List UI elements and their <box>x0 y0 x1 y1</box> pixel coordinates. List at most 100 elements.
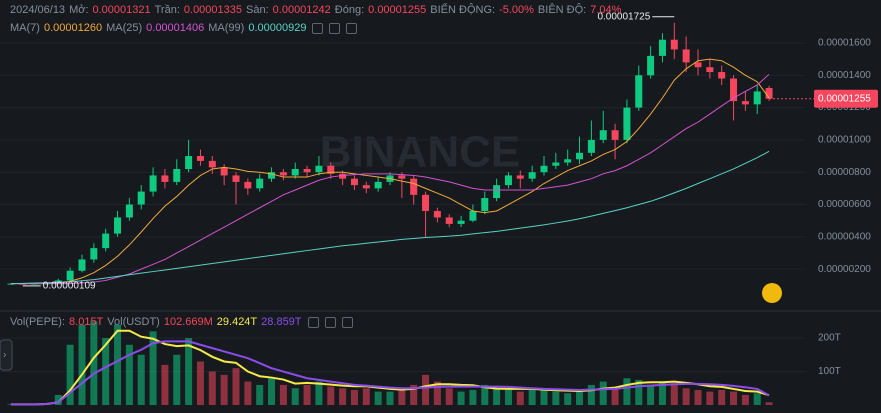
candle-body <box>149 175 157 192</box>
ma-line <box>10 150 770 285</box>
candle-body <box>125 204 133 218</box>
candle-body <box>469 210 477 221</box>
volume-bar <box>398 388 406 405</box>
candle-body <box>682 49 690 63</box>
y-tick-label: 0.00001200 <box>818 102 871 113</box>
volume-bar <box>374 391 382 405</box>
volume-bar <box>670 383 678 405</box>
volume-bar <box>587 384 595 405</box>
legend-icon[interactable] <box>341 316 353 328</box>
expand-button[interactable] <box>0 339 13 371</box>
candle-body <box>611 130 619 140</box>
volume-bar <box>765 402 773 405</box>
volume-bar <box>528 388 536 405</box>
volume-bar <box>635 379 643 405</box>
volume-bar <box>422 374 430 405</box>
candle-body <box>279 172 287 176</box>
header-value: 0.00001321 <box>92 4 151 16</box>
volume-bar <box>682 388 690 405</box>
volume-bar <box>564 393 572 405</box>
legend-icon[interactable] <box>346 22 358 34</box>
volume-bar <box>706 391 714 405</box>
header-label: Sàn: <box>246 4 269 16</box>
high-label: 0.00001725 <box>597 11 650 22</box>
volume-bar <box>327 386 335 405</box>
candle-body <box>576 152 584 160</box>
y-tick-label: 0.00001600 <box>818 38 871 49</box>
volume-tick-label: 200T <box>818 333 841 344</box>
candle-body <box>102 233 110 249</box>
candle-body <box>670 39 678 50</box>
volume-bar <box>576 391 584 405</box>
volume-bar <box>137 354 145 405</box>
candle-body <box>268 172 276 179</box>
header-value: 0.00001255 <box>368 4 427 16</box>
volume-bar <box>599 381 607 405</box>
volume-bar <box>90 321 98 405</box>
header-value: 7.04% <box>590 4 622 16</box>
candle-body <box>445 217 453 224</box>
volume-bar <box>173 354 181 405</box>
legend-icon[interactable] <box>312 22 324 34</box>
candle-body <box>765 88 773 99</box>
volume-ma-line <box>10 340 770 406</box>
ma-name: MA(7) <box>10 22 40 34</box>
candle-body <box>173 168 181 182</box>
volume-bar <box>540 389 548 405</box>
legend-icon[interactable] <box>307 316 319 328</box>
candle-body <box>658 39 666 56</box>
volume-bar <box>611 386 619 405</box>
volume-bar <box>208 371 216 405</box>
volume-bar <box>256 384 264 405</box>
volume-legend-text: 8.015T <box>69 316 104 328</box>
candle-body <box>303 168 311 173</box>
volume-bar <box>114 324 122 405</box>
legend-icon[interactable] <box>324 316 336 328</box>
volume-bar <box>303 384 311 405</box>
legend-icon[interactable] <box>329 22 341 34</box>
volume-bar <box>268 378 276 405</box>
volume-bar <box>504 389 512 405</box>
y-tick-label: 0.00001000 <box>818 135 871 146</box>
candle-body <box>718 72 726 79</box>
y-tick-label: 0.00000800 <box>818 167 871 178</box>
volume-bar <box>457 391 465 405</box>
candle-body <box>647 55 655 76</box>
candle-body <box>587 139 595 153</box>
expand-arrow: › <box>3 350 6 361</box>
candle-body <box>706 67 714 73</box>
volume-bar <box>718 389 726 405</box>
volume-bar <box>232 368 240 405</box>
float-button[interactable] <box>762 283 782 303</box>
ma-value: 0.00000929 <box>248 22 307 34</box>
volume-tick-label: 100T <box>818 366 841 377</box>
candle-body <box>516 175 524 179</box>
y-tick-label: 0.00000600 <box>818 199 871 210</box>
volume-bar <box>244 381 252 405</box>
candle-body <box>623 107 631 140</box>
candle-body <box>433 210 441 218</box>
candle-body <box>504 175 512 186</box>
volume-bar <box>185 338 193 405</box>
candle-body <box>564 159 572 163</box>
volume-bar <box>469 389 477 405</box>
candle-body <box>410 178 418 195</box>
volume-bar <box>730 391 738 405</box>
volume-bar <box>433 381 441 405</box>
volume-bar <box>658 381 666 405</box>
candle-body <box>90 248 98 260</box>
candle-body <box>350 178 358 186</box>
candle-body <box>694 62 702 68</box>
candle-body <box>256 178 264 189</box>
volume-legend-text: 102.669M <box>163 316 213 328</box>
y-tick-label: 0.00001400 <box>818 70 871 81</box>
volume-bar <box>623 378 631 405</box>
last-price-tag <box>814 89 878 108</box>
volume-bar <box>493 388 501 405</box>
candle-body <box>528 172 536 179</box>
volume-bar <box>196 361 204 405</box>
volume-bar <box>350 389 358 405</box>
volume-bar <box>753 393 761 405</box>
candle-body <box>493 185 501 199</box>
